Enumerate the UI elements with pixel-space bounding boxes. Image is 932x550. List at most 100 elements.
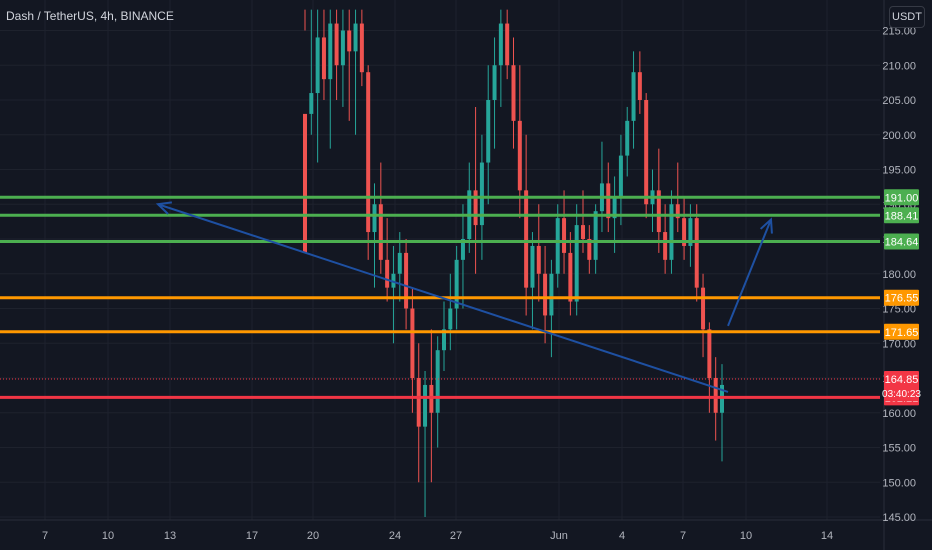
trend-arrow-line [157, 203, 729, 393]
candle-body [372, 204, 377, 233]
y-tick-label: 145.00 [882, 512, 916, 524]
candle-body [340, 30, 345, 66]
price-level-label: 176.55 [885, 293, 919, 305]
candle-body [517, 120, 522, 191]
candle-body [353, 23, 358, 52]
y-tick-label: 200.00 [882, 130, 916, 142]
candle-body [492, 65, 497, 100]
candle-body [688, 218, 693, 246]
candle-body [321, 37, 326, 80]
trend-arrow-line [727, 219, 772, 327]
y-tick-label: 175.00 [882, 304, 916, 316]
candle-body [625, 120, 630, 156]
candle-body [701, 287, 706, 330]
candle-body [404, 252, 409, 309]
candle-body [416, 378, 421, 427]
candle-body [707, 329, 712, 378]
candle-body [656, 190, 661, 233]
x-tick-label: 10 [102, 530, 114, 542]
price-level-tag [884, 289, 919, 306]
candle-body [555, 218, 560, 274]
candle-body [359, 23, 364, 73]
candle-body [315, 37, 320, 94]
candle-body [637, 72, 642, 100]
x-tick-label: 10 [740, 530, 752, 542]
candle-body [486, 100, 491, 163]
currency-unit-badge[interactable]: USDT [889, 6, 925, 28]
x-tick-label: 20 [307, 530, 319, 542]
x-tick-label: 24 [389, 530, 401, 542]
arrow-head-icon [155, 201, 173, 215]
candle-body [562, 218, 567, 253]
candle-body [366, 72, 371, 233]
x-tick-label: 27 [450, 530, 462, 542]
candle-body [606, 183, 611, 219]
y-tick-label: 195.00 [882, 165, 916, 177]
candle-body [568, 252, 573, 302]
candle-body [524, 190, 529, 288]
price-level-label: 191.00 [885, 192, 919, 204]
candle-body [682, 218, 687, 246]
candle-body [328, 23, 333, 80]
y-tick-label: 155.00 [882, 443, 916, 455]
candle-body [448, 308, 453, 330]
price-level-label: 188.41 [885, 210, 919, 222]
x-tick-label: 17 [246, 530, 258, 542]
candle-body [334, 23, 339, 66]
price-level-label: 171.65 [885, 327, 919, 339]
price-level-tag [884, 233, 919, 250]
candle-body [675, 204, 680, 219]
y-tick-label: 205.00 [882, 95, 916, 107]
y-tick-label: 210.00 [882, 60, 916, 72]
candle-body [663, 232, 668, 260]
candle-body [581, 225, 585, 239]
candle-body [423, 384, 428, 427]
y-tick-label: 150.00 [882, 477, 916, 489]
candle-body [397, 252, 402, 274]
current-price-tag [884, 371, 919, 402]
candle-body [385, 259, 390, 288]
candle-body [378, 204, 383, 260]
candle-body [543, 273, 548, 316]
candle-body [536, 245, 541, 274]
candle-body [505, 23, 510, 66]
x-tick-label: 7 [680, 530, 686, 542]
price-level-tag [884, 189, 919, 206]
x-tick-label: Jun [550, 530, 568, 542]
candle-body [303, 113, 307, 253]
x-tick-label: 4 [619, 530, 625, 542]
candle-body [347, 30, 352, 52]
candle-body [574, 225, 579, 302]
x-tick-label: 7 [42, 530, 48, 542]
candle-body [549, 273, 554, 316]
candle-body [473, 190, 478, 226]
candle-body [618, 155, 623, 198]
candle-body [410, 308, 415, 378]
candle-body [435, 350, 440, 413]
candle-body [460, 239, 465, 260]
x-tick-label: 14 [821, 530, 833, 542]
current-price-label: 164.85 [885, 374, 919, 386]
price-level-label: 184.64 [885, 237, 919, 249]
candle-body [442, 329, 446, 351]
countdown-label: 03:40:23 [882, 389, 921, 400]
candle-body [498, 23, 503, 66]
arrow-head-icon [759, 217, 773, 234]
x-tick-label: 13 [164, 530, 176, 542]
chart-title: Dash / TetherUS, 4h, BINANCE [6, 9, 174, 23]
candle-body [587, 239, 592, 260]
y-tick-label: 180.00 [882, 269, 916, 281]
candle-body [309, 93, 314, 114]
y-tick-label: 215.00 [882, 26, 916, 38]
candle-body [612, 197, 617, 219]
candle-body [694, 218, 699, 288]
candle-body [479, 162, 484, 226]
candle-body [713, 378, 718, 413]
price-level-tag [884, 323, 919, 340]
candle-body [391, 273, 396, 288]
candle-body [593, 211, 598, 260]
y-tick-label: 160.00 [882, 408, 916, 420]
candle-body [644, 100, 649, 205]
